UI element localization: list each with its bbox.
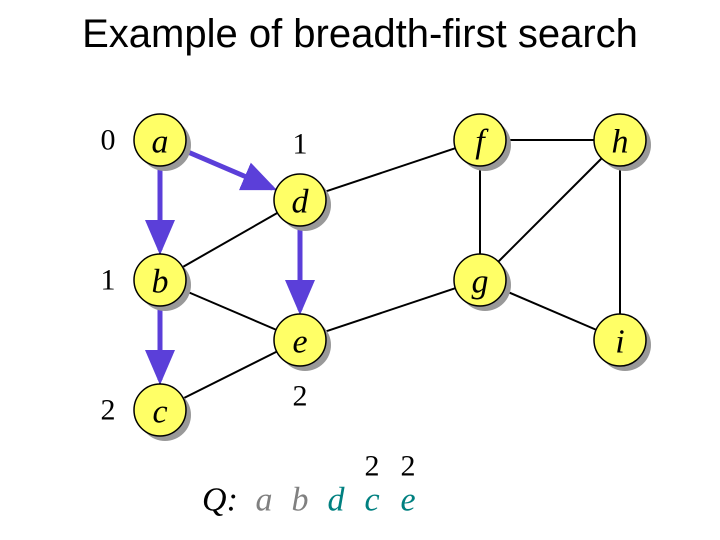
distance-label-c: 2 <box>101 394 116 427</box>
distance-label-extra: 2 <box>293 380 308 413</box>
edge <box>325 288 456 332</box>
queue-item: d <box>328 482 346 519</box>
edge <box>183 352 276 399</box>
edge <box>498 158 601 261</box>
node-label-g: g <box>472 264 489 301</box>
bfs-tree-arrow <box>184 150 273 188</box>
bfs-diagram: adfhbgeic 01122 Q:abdc2e2 <box>0 0 720 540</box>
node-label-b: b <box>152 264 169 301</box>
distance-label-b: 1 <box>101 264 116 297</box>
node-label-e: e <box>292 324 307 361</box>
node-label-h: h <box>612 124 629 161</box>
queue-layer: Q: abdc2e2 <box>202 450 415 519</box>
node-label-a: a <box>152 124 169 161</box>
queue-item: a <box>256 482 273 519</box>
node-label-i: i <box>615 324 624 361</box>
queue-item-number: 2 <box>401 450 416 483</box>
queue-item: b <box>292 482 309 519</box>
distance-labels-layer: 0 1 1 2 2 <box>101 124 308 427</box>
edges-layer <box>160 140 620 398</box>
queue-item: c <box>364 482 379 519</box>
edge <box>183 213 278 267</box>
edge <box>184 290 276 330</box>
edge <box>504 290 596 330</box>
queue-prefix: Q: <box>202 482 238 519</box>
edge <box>325 148 456 192</box>
node-label-c: c <box>152 394 167 431</box>
distance-label-a: 0 <box>101 124 116 157</box>
queue-item: e <box>400 482 415 519</box>
queue-item-number: 2 <box>365 450 380 483</box>
node-label-d: d <box>292 184 310 221</box>
distance-label-d: 1 <box>293 128 308 161</box>
